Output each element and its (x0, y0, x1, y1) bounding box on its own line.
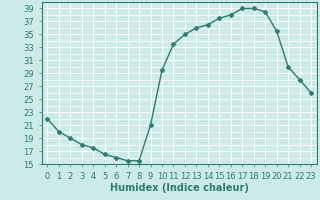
X-axis label: Humidex (Indice chaleur): Humidex (Indice chaleur) (110, 183, 249, 193)
